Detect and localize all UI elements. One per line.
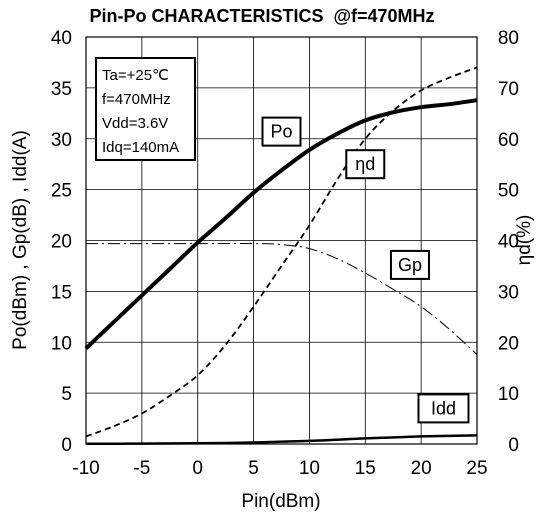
x-tick-label: -5 [133,458,150,479]
series-label-po: Po [270,122,292,142]
y2-tick-label: 50 [498,181,519,202]
y-tick-label: 10 [51,333,72,354]
y-tick-label: 40 [51,28,72,49]
y-tick-label: 0 [61,435,72,456]
series-label-gp: Gp [398,255,422,275]
y2-tick-labels: 0 10 20 30 40 50 60 70 80 [498,28,519,456]
x-tick-label: 10 [299,458,320,479]
series-label-box-d [345,149,386,180]
x-tick-labels: -10 -5 0 5 10 15 20 25 [72,458,487,479]
series-label-d: ηd [355,154,375,174]
series-labels: Po ηd Gp Idd [261,116,470,424]
y-tick-label: 5 [61,384,72,405]
x-axis-label: Pin(dBm) [241,491,320,512]
conditions-frame [95,57,196,161]
y-tick-label: 15 [51,282,72,303]
y2-tick-label: 30 [498,282,519,303]
y2-tick-label: 0 [508,435,519,456]
x-tick-label: 0 [192,458,203,479]
series-label-box-po [261,116,302,147]
y2-tick-label: 40 [498,232,519,253]
y2-tick-label: 10 [498,384,519,405]
series-line-gp [86,243,478,355]
condition-ta: Ta=+25℃ [102,67,169,84]
y-tick-label: 30 [51,130,72,151]
x-tick-label: 5 [248,458,259,479]
x-tick-label: -10 [72,458,99,479]
x-tick-label: 15 [355,458,376,479]
y2-axis-label: ηd(%) [514,215,535,266]
y2-tick-label: 60 [498,130,519,151]
y-axis-label: Po(dBm) , Gp(dB) , Idd(A) [10,130,31,350]
conditions-box: Ta=+25℃ f=470MHz Vdd=3.6V Idq=140mA [95,57,196,161]
y2-tick-label: 80 [498,28,519,49]
series-line-po [84,98,478,350]
x-tick-label: 20 [411,458,432,479]
series-line-d [85,66,478,438]
series-label-box-gp [389,249,430,280]
y2-tick-label: 70 [498,79,519,100]
plot-frame [85,36,478,445]
y-tick-label: 25 [51,181,72,202]
x-tick-label: 25 [466,458,487,479]
y-tick-labels: 0 5 10 15 20 25 30 35 40 [51,28,72,456]
series-label-box-idd [417,393,470,424]
series-label-idd: Idd [431,398,456,418]
condition-vdd: Vdd=3.6V [102,115,168,132]
y-tick-label: 35 [51,79,72,100]
series-line-idd [85,434,478,446]
condition-f: f=470MHz [102,91,171,108]
condition-idq: Idq=140mA [102,139,179,156]
y2-tick-label: 20 [498,333,519,354]
y-tick-label: 20 [51,232,72,253]
chart-title: Pin-Po CHARACTERISTICS @f=470MHz [89,6,434,26]
